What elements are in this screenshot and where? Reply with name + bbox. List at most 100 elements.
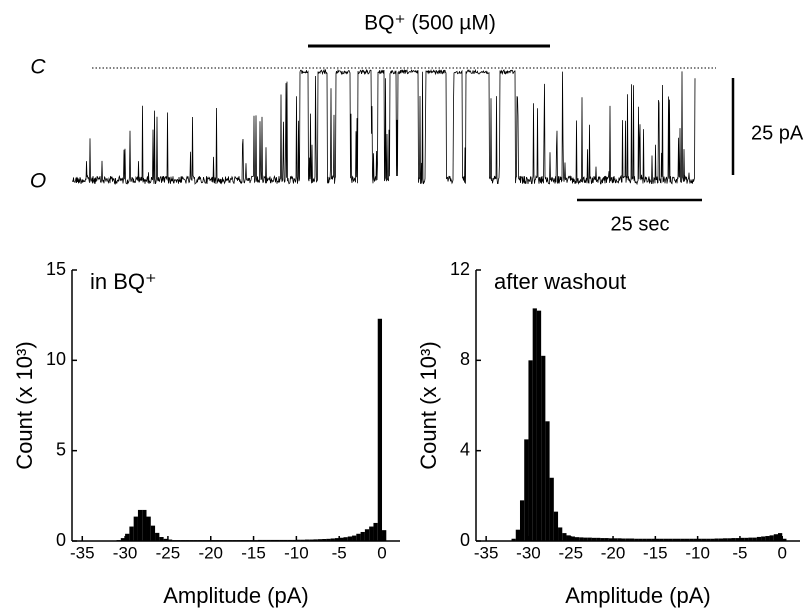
bar	[137, 509, 143, 541]
bar	[629, 538, 635, 541]
bar	[727, 538, 732, 541]
x-axis-label: Amplitude (pA)	[163, 583, 309, 608]
bar	[613, 538, 618, 541]
bar	[596, 537, 601, 541]
bar	[731, 538, 736, 541]
bar	[680, 538, 685, 541]
bar	[744, 537, 749, 541]
bar	[364, 529, 370, 541]
bar	[782, 538, 787, 541]
y-axis-label: Count (x 10³)	[12, 341, 37, 469]
bar	[549, 477, 554, 541]
bar	[159, 537, 164, 541]
x-tick-label: -20	[601, 543, 626, 562]
bar	[608, 538, 614, 541]
y-axis-label: Count (x 10³)	[416, 341, 441, 469]
bar	[587, 537, 592, 541]
bar	[701, 538, 707, 541]
bar	[651, 538, 656, 541]
bar	[150, 525, 156, 541]
bar	[369, 526, 374, 541]
x-tick-label: -30	[113, 543, 138, 562]
x-tick-label: 0	[778, 543, 787, 562]
annotation: after washout	[494, 269, 626, 294]
bar	[706, 538, 711, 541]
bar	[778, 533, 783, 541]
bar	[617, 538, 622, 541]
bar	[382, 530, 387, 541]
bar	[735, 538, 740, 541]
bar	[600, 538, 605, 541]
open-label: O	[30, 170, 46, 193]
y-tick-label: 4	[460, 439, 470, 459]
bar	[625, 538, 630, 541]
bar	[752, 537, 757, 541]
bar	[322, 539, 327, 541]
bar	[642, 538, 647, 541]
bar	[710, 538, 715, 541]
bar	[120, 538, 126, 541]
bar	[769, 535, 774, 541]
bar	[511, 538, 516, 541]
histogram-panel: 0 4 8 12 -35 -30 -25 -20 -15 -10 -5 0 Amplitude (pA)…	[416, 259, 800, 608]
bar	[672, 538, 677, 541]
bar	[583, 537, 588, 541]
bar	[326, 538, 331, 541]
x-axis-label: Amplitude (pA)	[565, 583, 711, 608]
bar	[723, 538, 728, 541]
bar	[574, 537, 580, 541]
bar	[528, 360, 533, 541]
bar	[714, 538, 719, 541]
bar	[659, 538, 664, 541]
bar	[536, 310, 542, 541]
x-tick-label: -25	[156, 543, 181, 562]
x-tick-label: -10	[685, 543, 710, 562]
bar	[697, 538, 702, 541]
bar	[317, 539, 323, 541]
bar	[765, 536, 770, 541]
trace-panel: BQ⁺ (500 µM) C O 25 pA 25 sec	[30, 12, 804, 236]
bar	[339, 537, 344, 541]
x-tick-label: 0	[377, 543, 386, 562]
bar	[663, 538, 669, 541]
bar	[163, 538, 168, 541]
bar	[524, 439, 529, 541]
bar	[541, 355, 546, 541]
bar	[155, 532, 160, 541]
bar	[566, 535, 571, 541]
bar	[125, 533, 130, 541]
x-tick-label: -35	[70, 543, 95, 562]
y-tick-label: 5	[56, 439, 66, 459]
bar	[142, 509, 147, 541]
y-tick-label: 8	[460, 349, 470, 369]
bar	[638, 538, 643, 541]
bar	[373, 522, 378, 541]
y-tick-label: 10	[46, 349, 66, 369]
y-tick-label: 0	[56, 530, 66, 550]
bar	[129, 526, 134, 541]
x-tick-label: -10	[284, 543, 309, 562]
bar	[334, 538, 340, 541]
bar	[684, 538, 690, 541]
x-tick-label: -35	[474, 543, 499, 562]
histogram-panel: 0 5 10 15 -35 -30 -25 -20 -15 -10 -5 0 Amplitude (pA…	[12, 259, 400, 608]
scale-label-x: 25 sec	[611, 213, 670, 235]
bar	[377, 318, 383, 541]
bar	[739, 537, 745, 541]
bar	[634, 538, 639, 541]
bar	[313, 539, 318, 541]
x-tick-label: -5	[332, 543, 347, 562]
scale-label-y: 25 pA	[751, 122, 804, 144]
bar	[360, 531, 365, 541]
bar	[519, 500, 525, 541]
bar	[146, 516, 151, 541]
bar	[676, 538, 681, 541]
bar	[347, 536, 353, 541]
bar	[646, 538, 652, 541]
x-tick-label: -25	[558, 543, 583, 562]
bar	[562, 533, 567, 541]
bar	[515, 529, 520, 541]
bar	[756, 536, 762, 541]
